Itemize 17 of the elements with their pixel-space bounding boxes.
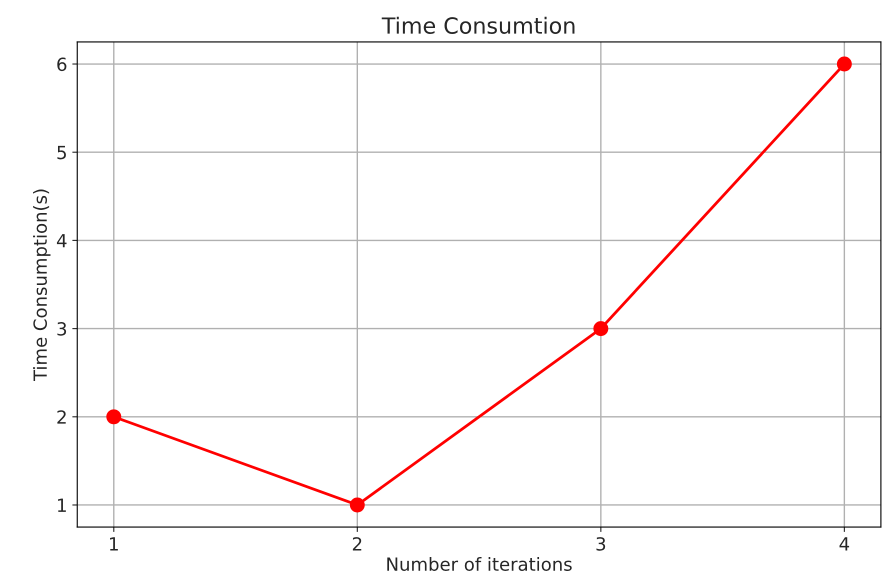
x-axis-title: Number of iterations [387,557,572,571]
y-tick-label: 1 [58,498,66,512]
y-tick-label: 2 [57,410,66,424]
y-tick-label: 3 [57,322,66,336]
point [593,321,608,336]
y-tick-label: 5 [57,146,66,160]
x-tick-label: 2 [352,537,362,550]
point [350,498,365,512]
chart-title: Time Consumtion [382,16,574,34]
y-tick-label: 4 [56,234,67,248]
point [106,409,122,424]
x-tick-label: 3 [596,537,606,551]
point [836,56,852,72]
x-tick-label: 4 [840,537,850,550]
x-tick-label: 1 [110,537,118,550]
y-tick-label: 6 [57,57,66,72]
y-axis-title: Time Consumption(s) [33,190,50,382]
